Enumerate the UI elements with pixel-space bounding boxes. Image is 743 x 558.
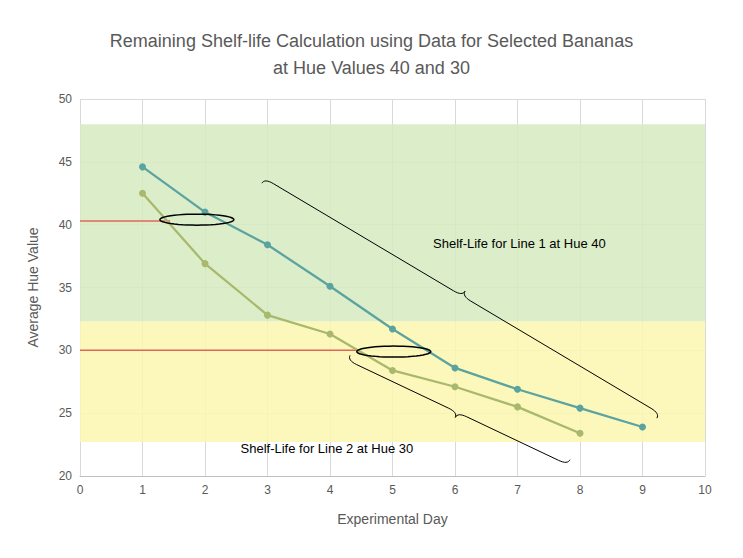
svg-text:50: 50 (59, 92, 73, 106)
svg-text:25: 25 (59, 406, 73, 420)
svg-text:30: 30 (59, 343, 73, 357)
svg-text:40: 40 (59, 218, 73, 232)
svg-text:Shelf-Life for Line 1 at Hue 4: Shelf-Life for Line 1 at Hue 40 (433, 236, 606, 251)
svg-text:1: 1 (139, 483, 146, 497)
svg-text:20: 20 (59, 469, 73, 483)
svg-text:45: 45 (59, 155, 73, 169)
svg-text:7: 7 (514, 483, 521, 497)
svg-text:8: 8 (577, 483, 584, 497)
svg-text:at Hue Values 40 and 30: at Hue Values 40 and 30 (273, 58, 470, 78)
svg-text:9: 9 (639, 483, 646, 497)
svg-text:4: 4 (327, 483, 334, 497)
svg-text:2: 2 (202, 483, 209, 497)
svg-text:Experimental Day: Experimental Day (337, 511, 448, 527)
svg-text:Remaining Shelf-life Calculati: Remaining Shelf-life Calculation using D… (110, 31, 633, 51)
svg-text:Shelf-Life for Line 2 at Hue 3: Shelf-Life for Line 2 at Hue 30 (241, 441, 414, 456)
svg-text:0: 0 (77, 483, 84, 497)
svg-text:Average Hue Value: Average Hue Value (25, 227, 41, 347)
svg-text:5: 5 (389, 483, 396, 497)
svg-text:6: 6 (452, 483, 459, 497)
svg-text:10: 10 (698, 483, 712, 497)
svg-text:3: 3 (264, 483, 271, 497)
svg-text:35: 35 (59, 281, 73, 295)
